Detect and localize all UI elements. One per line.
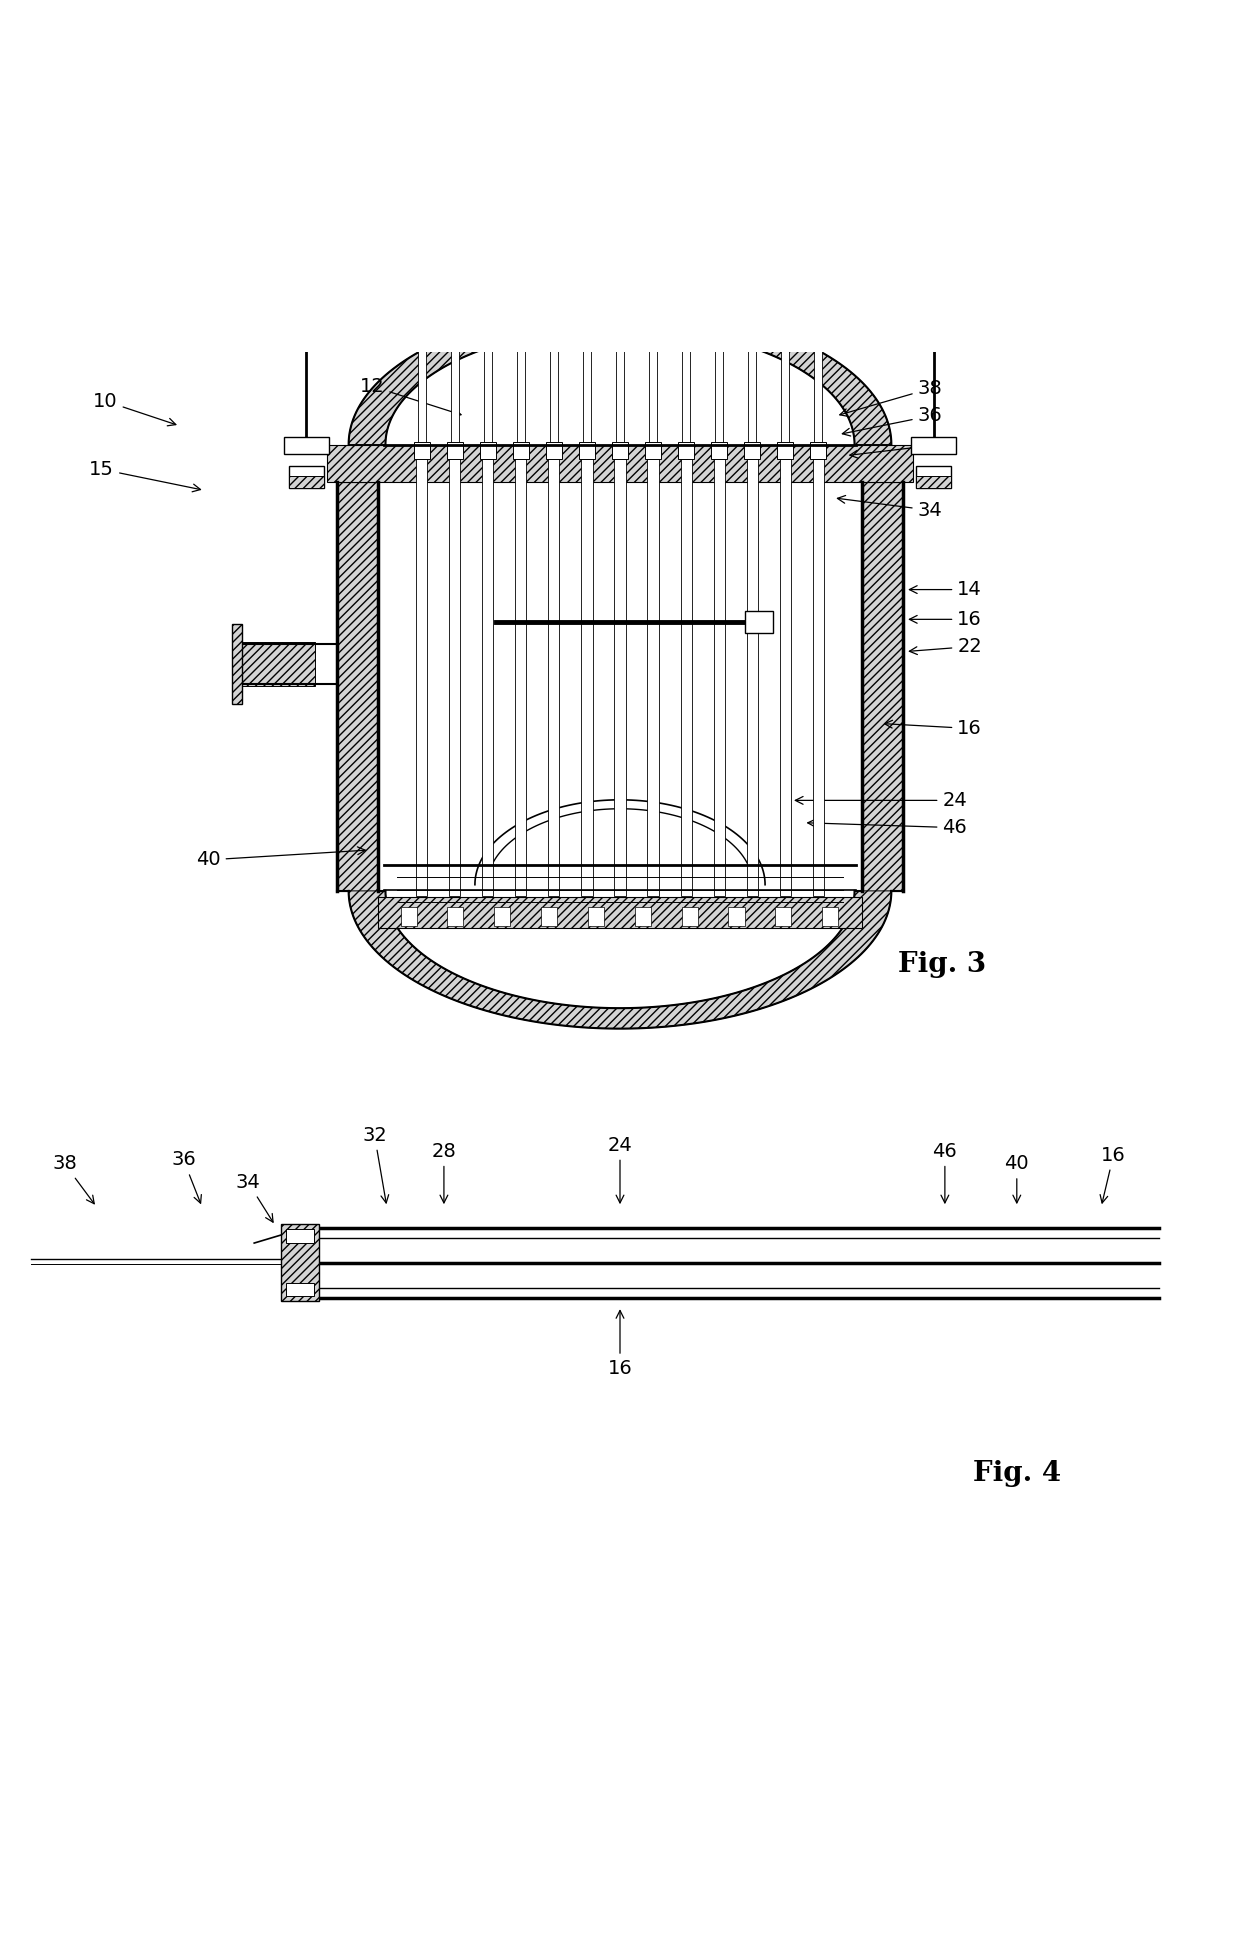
Text: 38: 38 [839,379,942,416]
Bar [446,441,463,459]
Bar [715,340,723,445]
Bar [546,441,562,459]
Text: 12: 12 [360,377,461,416]
Bar [645,441,661,459]
Bar [449,445,460,896]
Text: 16: 16 [608,1310,632,1378]
Bar [916,466,951,488]
Text: 16: 16 [1100,1146,1126,1203]
Bar [777,441,794,459]
Bar [682,340,689,445]
Bar [728,907,744,925]
Bar [583,340,590,445]
Bar [413,441,429,459]
Bar [495,907,511,925]
Text: 28: 28 [432,1142,456,1203]
Bar [541,907,557,925]
Bar [548,445,559,896]
Bar [780,445,791,896]
Bar [616,340,624,445]
Bar [811,441,826,459]
Text: 46: 46 [807,818,967,837]
Bar [337,482,378,892]
Bar [281,1224,319,1302]
Polygon shape [348,307,892,445]
Text: 34: 34 [236,1174,273,1222]
Bar [415,445,427,896]
Bar [480,441,496,459]
Text: 16: 16 [909,610,982,630]
Bar [286,1230,314,1244]
Text: 24: 24 [795,791,967,810]
Text: 36: 36 [842,406,942,435]
Bar [448,907,464,925]
Bar [678,441,694,459]
Bar [614,445,625,896]
Bar [682,907,698,925]
Text: 34: 34 [837,495,942,519]
Bar [401,907,417,925]
Text: 46: 46 [932,1142,957,1203]
Bar [611,441,627,459]
Bar [232,624,242,703]
Bar [588,907,604,925]
Bar [378,898,862,929]
Bar [749,340,756,445]
Text: 16: 16 [884,719,982,738]
Bar [482,445,494,896]
Bar [911,437,956,455]
Bar [862,482,903,892]
Bar [635,907,651,925]
Bar [579,441,595,459]
Bar [418,340,425,445]
Text: 32: 32 [362,1125,388,1203]
Bar [681,445,692,896]
Bar [327,445,913,482]
Bar [745,610,773,633]
Text: 14: 14 [909,581,982,598]
Bar [822,907,838,925]
Bar [714,445,724,896]
Bar [815,340,822,445]
Bar [781,340,789,445]
Text: 38: 38 [52,1154,94,1205]
Bar [775,907,791,925]
Text: 10: 10 [93,392,176,426]
Bar [286,1282,314,1296]
Bar [744,441,760,459]
Text: 36: 36 [171,1150,201,1203]
Bar [515,445,526,896]
Bar [484,340,491,445]
Bar [712,441,727,459]
Bar [551,340,558,445]
Bar [451,340,459,445]
Bar [284,437,329,455]
Bar [512,441,528,459]
Bar [647,445,658,896]
Bar [916,476,951,488]
Bar [746,445,758,896]
Bar [813,445,823,896]
Bar [289,466,324,488]
Text: 22: 22 [909,637,982,657]
Text: Fig. 4: Fig. 4 [972,1461,1061,1486]
Bar [241,641,315,686]
Text: 24: 24 [608,1135,632,1203]
Text: 40: 40 [196,847,366,869]
Text: 32: 32 [849,437,942,459]
Bar [289,476,324,488]
Bar [582,445,593,896]
Bar [650,340,657,445]
Text: Fig. 3: Fig. 3 [898,950,987,977]
Polygon shape [348,892,892,1028]
Text: 15: 15 [89,460,201,492]
Bar [517,340,525,445]
Text: 40: 40 [1004,1154,1029,1203]
